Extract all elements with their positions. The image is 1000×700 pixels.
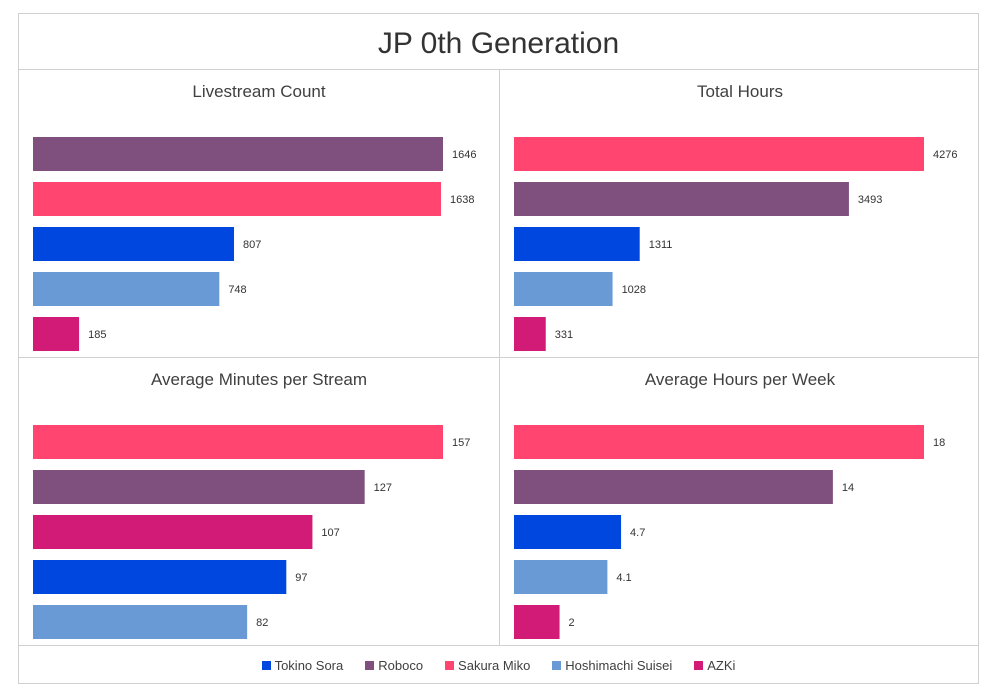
bar-tokino-sora [33, 560, 287, 594]
chart-frame: JP 0th Generation Livestream Count 1646 1… [18, 13, 979, 684]
divider-bottom [19, 645, 978, 646]
bar-roboco [33, 137, 443, 171]
data-label: 1028 [622, 284, 646, 296]
legend-label: Tokino Sora [274, 657, 344, 673]
data-label: 157 [452, 437, 470, 449]
legend-label: Roboco [378, 657, 424, 673]
bar-hoshimachi-suisei [33, 272, 220, 306]
bar-roboco [33, 470, 365, 504]
bar-hoshimachi-suisei [514, 272, 613, 306]
legend-item: Tokino Sora [261, 657, 344, 673]
bar-azki [514, 605, 560, 639]
legend-item: Roboco [365, 658, 423, 673]
legend-swatch [365, 660, 375, 670]
data-label: 2 [569, 617, 575, 629]
legend-item: AZKi [694, 658, 735, 673]
legend-swatch [445, 660, 455, 670]
panel-title: Total Hours [697, 82, 783, 101]
legend-label: Sakura Miko [458, 657, 531, 673]
data-label: 331 [555, 329, 573, 341]
bar-sakura-miko [514, 425, 924, 459]
bar-sakura-miko [33, 425, 443, 459]
bar-tokino-sora [514, 227, 640, 261]
data-label: 14 [842, 482, 854, 494]
bar-tokino-sora [33, 227, 235, 261]
bar-roboco [514, 470, 833, 504]
data-label: 3493 [858, 194, 882, 206]
legend-swatch [552, 660, 562, 670]
data-label: 97 [295, 572, 307, 584]
bar-tokino-sora [514, 515, 622, 549]
bar-roboco [514, 182, 849, 216]
bar-chart-svg: 157 127 107 97 82 [33, 425, 470, 639]
bar-azki [33, 317, 80, 351]
legend-swatch [261, 660, 271, 670]
panel-average-minutes-per-stream: Average Minutes per Stream 157 127 107 97 82 [19, 358, 499, 646]
data-label: 18 [933, 437, 945, 449]
legend-item: Hoshimachi Suisei [552, 658, 672, 673]
bar-sakura-miko [514, 137, 924, 171]
panel-livestream-count: Livestream Count 1646 1638 807 748 185 [19, 70, 499, 358]
data-label: 1646 [452, 149, 476, 161]
panel-title: Livestream Count [192, 82, 326, 101]
data-label: 807 [243, 239, 261, 251]
data-label: 1638 [450, 194, 474, 206]
data-label: 1311 [649, 239, 673, 251]
panel-title: Average Minutes per Stream [150, 370, 368, 389]
divider-top [19, 69, 978, 70]
panel-average-hours-per-week: Average Hours per Week 18 14 4.7 4.1 2 [500, 358, 980, 646]
bar-azki [514, 317, 546, 351]
panel-total-hours: Total Hours 4276 3493 1311 1028 331 [500, 70, 980, 358]
bar-azki [33, 515, 313, 549]
bar-hoshimachi-suisei [514, 560, 608, 594]
data-label: 4.7 [630, 527, 645, 539]
data-label: 82 [256, 617, 268, 629]
bar-hoshimachi-suisei [33, 605, 248, 639]
data-label: 107 [321, 527, 339, 539]
panel-title: Average Hours per Week [644, 370, 836, 389]
legend-label: Hoshimachi Suisei [565, 657, 673, 673]
bar-chart-svg: 4276 3493 1311 1028 331 [514, 137, 957, 351]
bar-sakura-miko [33, 182, 442, 216]
legend-item: Sakura Miko [445, 658, 530, 673]
bar-chart-svg: 1646 1638 807 748 185 [33, 137, 476, 351]
data-label: 748 [228, 284, 246, 296]
data-label: 4276 [933, 149, 957, 161]
data-label: 127 [374, 482, 392, 494]
legend-label: AZKi [707, 657, 736, 673]
divider-middle [19, 357, 978, 358]
chart-title: JP 0th Generation [377, 27, 620, 60]
bar-chart-svg: 18 14 4.7 4.1 2 [514, 425, 945, 639]
divider-vertical [499, 69, 500, 645]
data-label: 185 [88, 329, 106, 341]
legend-swatch [694, 660, 704, 670]
data-label: 4.1 [616, 572, 631, 584]
legend: Tokino Sora Roboco Sakura Miko Hoshimach… [19, 645, 978, 685]
